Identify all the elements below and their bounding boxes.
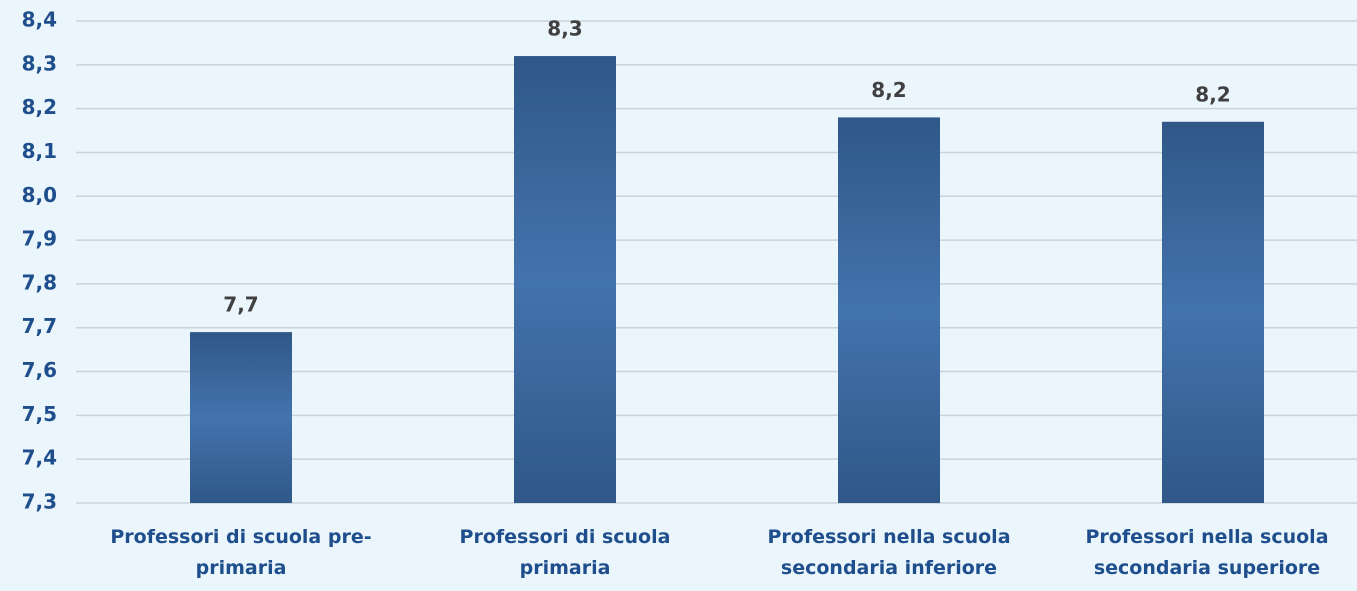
y-tick-label: 7,8: [22, 270, 57, 294]
y-tick-label: 8,3: [22, 51, 57, 75]
y-tick-label: 8,4: [22, 8, 57, 32]
x-tick-label: Professori nella scuola secondaria super…: [1085, 526, 1329, 579]
y-tick-label: 7,5: [22, 402, 57, 426]
bar: [514, 56, 616, 504]
y-tick-label: 8,2: [22, 95, 57, 119]
y-tick-label: 7,4: [22, 446, 57, 470]
value-label: 8,2: [871, 78, 906, 102]
bar: [838, 117, 940, 504]
y-tick-label: 7,7: [22, 314, 57, 338]
value-label: 8,3: [547, 17, 582, 41]
x-tick-label: Professori di scuola pre-primaria: [110, 526, 372, 579]
y-tick-label: 7,9: [22, 227, 57, 251]
x-tick-label: Professori di scuola primaria: [459, 526, 671, 579]
y-tick-label: 8,1: [22, 139, 57, 163]
bar: [1162, 121, 1264, 504]
value-label: 8,2: [1195, 82, 1230, 106]
y-tick-label: 8,0: [22, 183, 57, 207]
value-label: 7,7: [223, 293, 258, 317]
bar: [190, 332, 292, 503]
y-tick-label: 7,6: [22, 358, 57, 382]
y-tick-label: 7,3: [22, 490, 57, 514]
x-tick-label: Professori nella scuola secondaria infer…: [767, 526, 1011, 579]
